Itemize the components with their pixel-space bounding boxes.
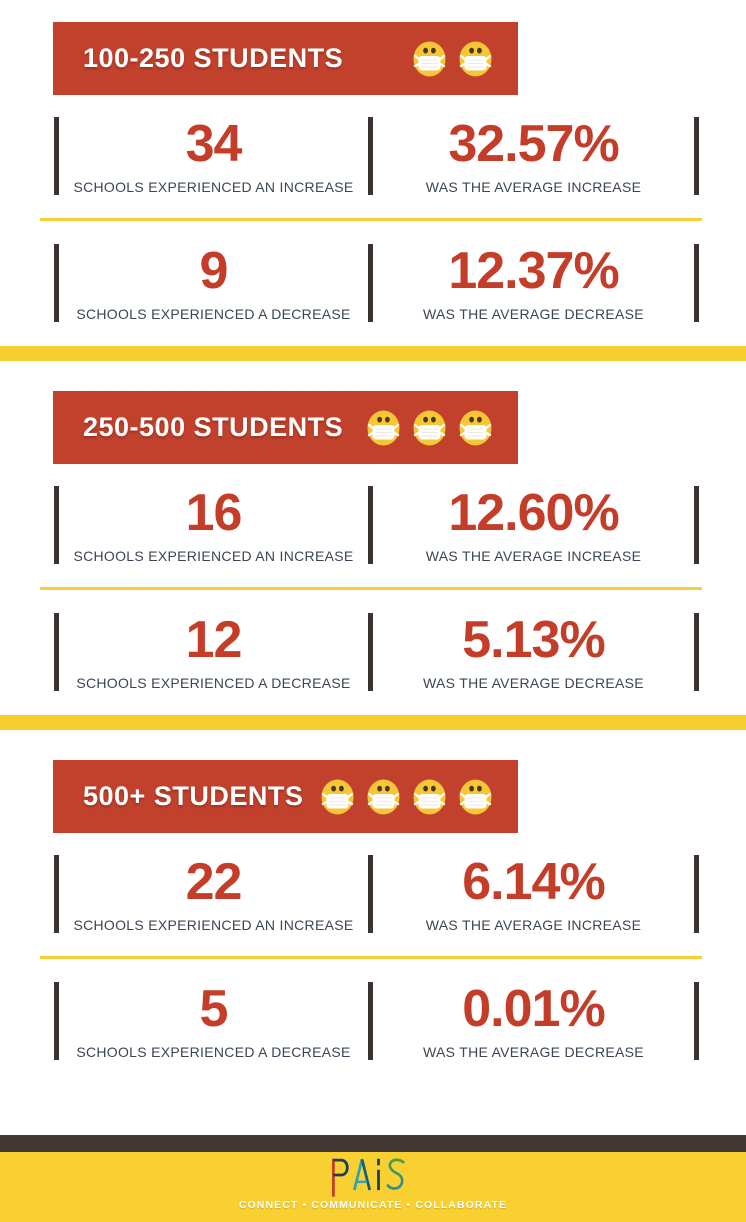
thin-yellow-separator	[40, 218, 702, 221]
pais-logo	[329, 1156, 417, 1198]
thin-yellow-separator	[40, 956, 702, 959]
masked-face-emoji	[413, 779, 446, 815]
section-title: 100-250 STUDENTS	[83, 43, 344, 73]
mask-emoji-group	[367, 410, 492, 446]
decrease-count-cell: 5 SCHOOLS EXPERIENCED A DECREASE	[59, 983, 368, 1060]
section-header: 100-250 STUDENTS	[53, 22, 518, 95]
decrease-percent-label: WAS THE AVERAGE DECREASE	[423, 1043, 644, 1060]
increase-percent-cell: 12.60% WAS THE AVERAGE INCREASE	[373, 487, 694, 564]
divider-bar-left	[54, 855, 59, 933]
footer-yellow-band: CONNECT • COMMUNICATE • COLLABORATE	[0, 1152, 746, 1222]
decrease-percent-value: 0.01%	[462, 979, 605, 1038]
increase-percent-cell: 32.57% WAS THE AVERAGE INCREASE	[373, 118, 694, 195]
masked-face-emoji	[413, 41, 446, 77]
divider-bar-middle	[368, 982, 373, 1060]
section-title: 250-500 STUDENTS	[83, 412, 344, 442]
section-title: 500+ STUDENTS	[83, 781, 304, 811]
divider-bar-middle	[368, 855, 373, 933]
footer-dark-band	[0, 1135, 746, 1152]
increase-percent-label: WAS THE AVERAGE INCREASE	[425, 547, 642, 564]
increase-percent-cell: 6.14% WAS THE AVERAGE INCREASE	[373, 856, 694, 933]
stats-block: 16 SCHOOLS EXPERIENCED AN INCREASE 12.60…	[40, 484, 702, 693]
masked-face-emoji	[459, 41, 492, 77]
divider-bar-left	[54, 117, 59, 195]
decrease-percent-label: WAS THE AVERAGE DECREASE	[423, 305, 644, 322]
increase-count-label: SCHOOLS EXPERIENCED AN INCREASE	[73, 178, 354, 195]
increase-count-cell: 16 SCHOOLS EXPERIENCED AN INCREASE	[59, 487, 368, 564]
decrease-count-cell: 12 SCHOOLS EXPERIENCED A DECREASE	[59, 614, 368, 691]
increase-count-value: 16	[185, 483, 243, 542]
section-500-plus-students: 500+ STUDENTS 22 SCHOOLS EXPERIENCED AN …	[0, 760, 746, 1062]
decrease-row: 12 SCHOOLS EXPERIENCED A DECREASE 5.13% …	[54, 611, 699, 693]
divider-bar-left	[54, 982, 59, 1060]
decrease-count-cell: 9 SCHOOLS EXPERIENCED A DECREASE	[59, 245, 368, 322]
divider-bar-left	[54, 244, 59, 322]
divider-bar-right	[694, 244, 699, 322]
decrease-count-value: 12	[185, 610, 243, 669]
increase-row: 16 SCHOOLS EXPERIENCED AN INCREASE 12.60…	[54, 484, 699, 566]
divider-bar-right	[694, 855, 699, 933]
increase-count-value: 22	[185, 852, 243, 911]
decrease-percent-cell: 5.13% WAS THE AVERAGE DECREASE	[373, 614, 694, 691]
footer: CONNECT • COMMUNICATE • COLLABORATE	[0, 1135, 746, 1222]
decrease-percent-cell: 12.37% WAS THE AVERAGE DECREASE	[373, 245, 694, 322]
decrease-percent-value: 12.37%	[448, 241, 619, 300]
increase-percent-value: 32.57%	[448, 114, 619, 173]
mask-emoji-group	[413, 41, 492, 77]
yellow-section-divider	[0, 346, 746, 361]
divider-bar-right	[694, 486, 699, 564]
divider-bar-middle	[368, 117, 373, 195]
decrease-count-value: 9	[199, 241, 229, 300]
section-250-500-students: 250-500 STUDENTS 16 SCHOOLS EXPERIENCED …	[0, 391, 746, 693]
increase-count-label: SCHOOLS EXPERIENCED AN INCREASE	[73, 916, 354, 933]
decrease-count-label: SCHOOLS EXPERIENCED A DECREASE	[76, 674, 351, 691]
decrease-percent-label: WAS THE AVERAGE DECREASE	[423, 674, 644, 691]
decrease-count-value: 5	[199, 979, 229, 1038]
decrease-row: 9 SCHOOLS EXPERIENCED A DECREASE 12.37% …	[54, 242, 699, 324]
increase-count-cell: 34 SCHOOLS EXPERIENCED AN INCREASE	[59, 118, 368, 195]
masked-face-emoji	[413, 410, 446, 446]
increase-count-cell: 22 SCHOOLS EXPERIENCED AN INCREASE	[59, 856, 368, 933]
section-header: 500+ STUDENTS	[53, 760, 518, 833]
yellow-section-divider	[0, 715, 746, 730]
masked-face-emoji	[367, 410, 400, 446]
divider-bar-left	[54, 486, 59, 564]
increase-row: 34 SCHOOLS EXPERIENCED AN INCREASE 32.57…	[54, 115, 699, 197]
divider-bar-left	[54, 613, 59, 691]
divider-bar-right	[694, 117, 699, 195]
increase-percent-value: 6.14%	[462, 852, 605, 911]
stats-block: 22 SCHOOLS EXPERIENCED AN INCREASE 6.14%…	[40, 853, 702, 1062]
masked-face-emoji	[321, 779, 354, 815]
footer-tagline: CONNECT • COMMUNICATE • COLLABORATE	[238, 1198, 508, 1211]
mask-emoji-group	[321, 779, 492, 815]
divider-bar-middle	[368, 244, 373, 322]
section-header: 250-500 STUDENTS	[53, 391, 518, 464]
increase-row: 22 SCHOOLS EXPERIENCED AN INCREASE 6.14%…	[54, 853, 699, 935]
decrease-row: 5 SCHOOLS EXPERIENCED A DECREASE 0.01% W…	[54, 980, 699, 1062]
decrease-percent-value: 5.13%	[462, 610, 605, 669]
divider-bar-middle	[368, 613, 373, 691]
masked-face-emoji	[459, 410, 492, 446]
masked-face-emoji	[367, 779, 400, 815]
decrease-percent-cell: 0.01% WAS THE AVERAGE DECREASE	[373, 983, 694, 1060]
increase-count-label: SCHOOLS EXPERIENCED AN INCREASE	[73, 547, 354, 564]
divider-bar-right	[694, 982, 699, 1060]
divider-bar-right	[694, 613, 699, 691]
thin-yellow-separator	[40, 587, 702, 590]
increase-percent-label: WAS THE AVERAGE INCREASE	[425, 178, 642, 195]
divider-bar-middle	[368, 486, 373, 564]
masked-face-emoji	[459, 779, 492, 815]
section-100-250-students: 100-250 STUDENTS 34 SCHOOLS EXPERIENCED …	[0, 22, 746, 324]
increase-percent-value: 12.60%	[448, 483, 619, 542]
increase-percent-label: WAS THE AVERAGE INCREASE	[425, 916, 642, 933]
decrease-count-label: SCHOOLS EXPERIENCED A DECREASE	[76, 1043, 351, 1060]
stats-block: 34 SCHOOLS EXPERIENCED AN INCREASE 32.57…	[40, 115, 702, 324]
increase-count-value: 34	[185, 114, 243, 173]
decrease-count-label: SCHOOLS EXPERIENCED A DECREASE	[76, 305, 351, 322]
